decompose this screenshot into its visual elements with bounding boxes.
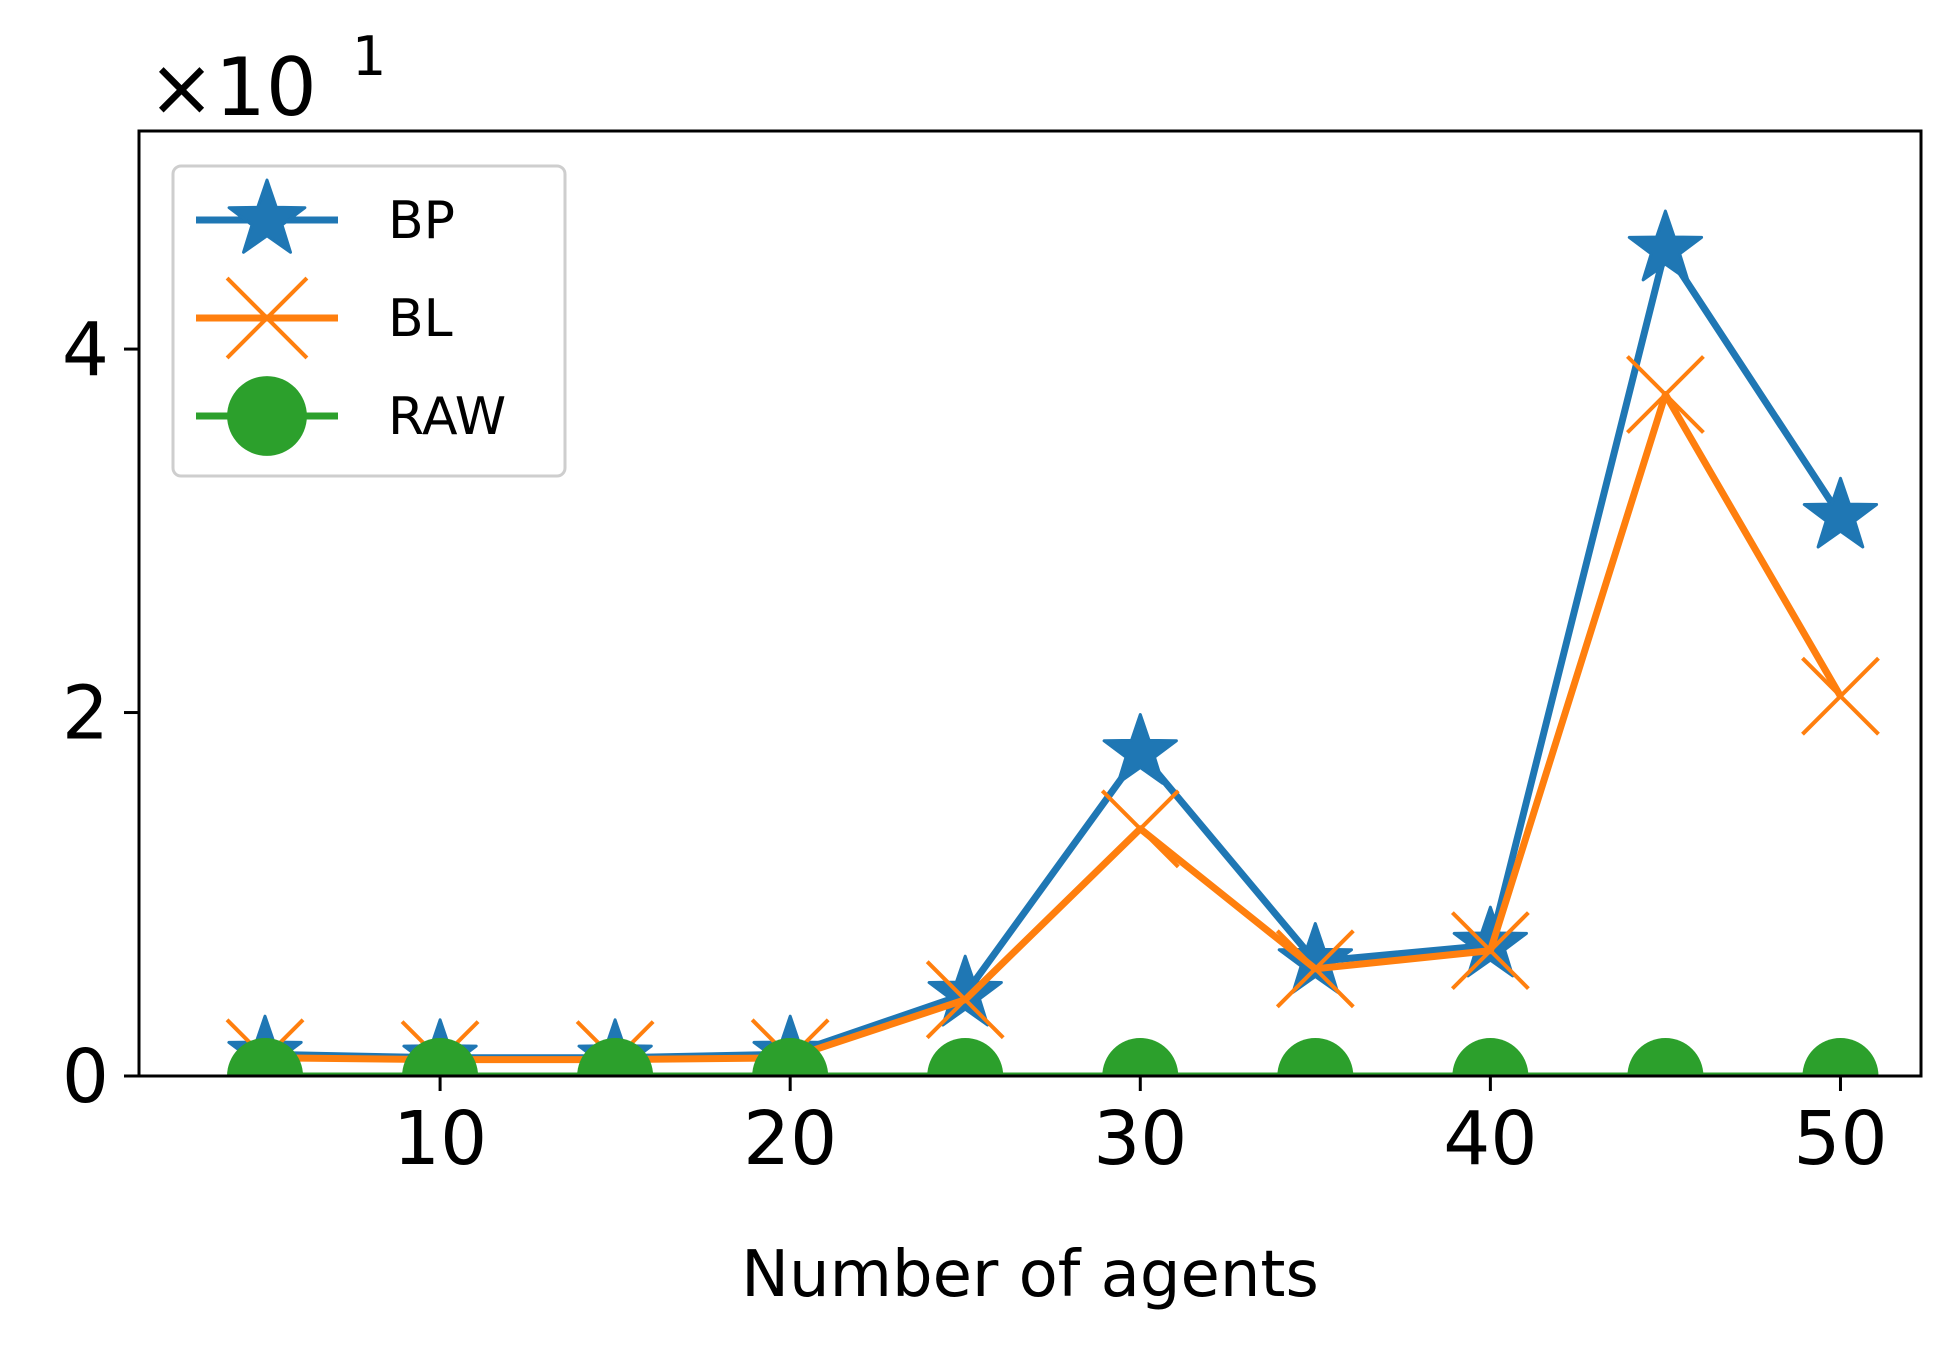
- series-raw-point-40: [1452, 1038, 1529, 1076]
- series-bl-point-40: [1450, 911, 1530, 991]
- plot-frame: [137, 129, 1923, 1078]
- x-axis-label: Number of agents: [741, 1238, 1319, 1312]
- series-bl-point-35: [1275, 929, 1355, 1009]
- y-tick-label-4: 4: [62, 307, 109, 393]
- legend-raw-marker: [227, 376, 307, 456]
- y-offset-exponent: 1: [352, 25, 386, 88]
- series-raw-point-50: [1802, 1038, 1879, 1076]
- x-tick-label-10: 10: [393, 1096, 487, 1182]
- series-raw-point-45: [1627, 1038, 1704, 1076]
- series-bl-point-45: [1626, 355, 1705, 434]
- series-bl-point-40-stroke-2: [1450, 911, 1530, 991]
- series-bp-point-45: [1627, 209, 1704, 282]
- x-tick-label-30: 30: [1093, 1096, 1187, 1182]
- legend: BP BL RAW: [171, 164, 567, 478]
- series-raw-point-15: [577, 1038, 654, 1076]
- legend-bl-marker-stroke-2: [225, 276, 309, 360]
- series-bl-point-50: [1801, 656, 1880, 736]
- legend-bl-marker: [225, 276, 309, 360]
- x-tick-label-50: 50: [1793, 1096, 1887, 1182]
- legend-item-bp: BP: [196, 178, 455, 254]
- y-tick-label-0: 0: [62, 1034, 109, 1120]
- y-tick-label-2: 2: [62, 671, 109, 757]
- series-bl-point-25-stroke-2: [925, 960, 1005, 1040]
- series-bl-point-45-stroke-2: [1626, 355, 1705, 434]
- axes: 10 20 30 40 50 0 2 4: [62, 307, 1888, 1182]
- legend-bp-label: BP: [388, 191, 455, 251]
- series-bl-point-30-stroke-2: [1100, 789, 1180, 869]
- series-bl-line: [264, 391, 1844, 1064]
- series-bl-point-30: [1100, 789, 1180, 869]
- series-raw-point-30: [1102, 1038, 1179, 1076]
- series-raw-point-10: [402, 1038, 479, 1076]
- legend-bp-marker: [227, 178, 307, 254]
- plot-area: [225, 209, 1880, 1076]
- series-bl-point-25: [925, 960, 1005, 1040]
- series-raw-point-20: [752, 1038, 829, 1076]
- legend-item-raw: RAW: [196, 376, 506, 456]
- series-bl-point-50-stroke-2: [1801, 656, 1880, 736]
- series-bp-point-30: [1102, 713, 1178, 785]
- series-raw-point-5: [227, 1038, 304, 1076]
- y-axis-offset: ×10 1: [148, 25, 386, 134]
- legend-item-bl: BL: [196, 276, 453, 360]
- series-raw-point-25: [927, 1038, 1004, 1076]
- legend-raw-label: RAW: [388, 387, 506, 447]
- series-bp-point-25: [927, 954, 1003, 1027]
- series-raw-point-35: [1277, 1038, 1354, 1076]
- series-bp-point-50: [1802, 476, 1879, 549]
- series-raw-markers: [227, 1038, 1879, 1076]
- y-offset-base: ×10: [148, 41, 317, 134]
- legend-bl-label: BL: [388, 289, 453, 349]
- series-bl-point-35-stroke-2: [1275, 929, 1355, 1009]
- x-tick-label-40: 40: [1443, 1096, 1537, 1182]
- series-group: [225, 209, 1880, 1076]
- x-tick-label-20: 20: [743, 1096, 837, 1182]
